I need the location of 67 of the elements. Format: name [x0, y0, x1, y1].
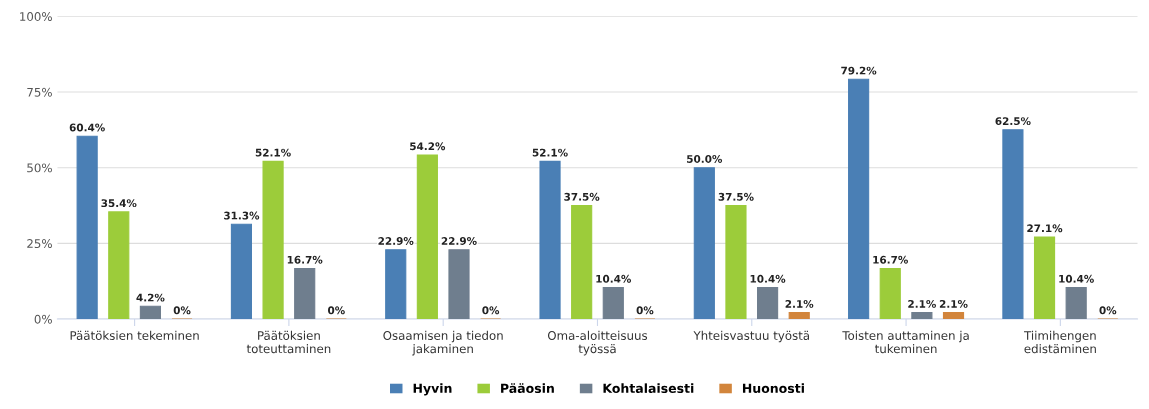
data-label: 16.7%	[287, 255, 323, 264]
bar	[911, 312, 933, 320]
bar	[1002, 129, 1024, 320]
bar	[879, 267, 901, 320]
data-label: 79.2%	[841, 66, 877, 75]
data-label: 10.4%	[596, 274, 632, 283]
x-tick-label: Toisten auttaminen ja tukeminen	[842, 330, 969, 354]
bar	[262, 160, 284, 320]
bar	[571, 204, 593, 320]
data-label: 2.1%	[785, 299, 814, 308]
bar	[1033, 236, 1056, 320]
data-label: 52.1%	[532, 148, 568, 157]
data-label: 31.3%	[224, 211, 260, 220]
x-tick-label: Tiimihengen edistäminen	[1024, 330, 1096, 354]
x-tick-label: Päätöksien tekeminen	[70, 330, 199, 340]
bar	[294, 267, 316, 320]
data-label: 37.5%	[718, 192, 754, 201]
data-label: 0%	[1099, 306, 1117, 315]
data-label: 10.4%	[750, 274, 786, 283]
data-label: 27.1%	[1027, 224, 1063, 233]
bar	[848, 78, 870, 320]
data-label: 2.1%	[939, 299, 968, 308]
bar	[76, 135, 98, 320]
y-tick-label: 25%	[27, 239, 52, 249]
legend-label: Pääosin	[501, 383, 554, 394]
data-label: 60.4%	[69, 123, 105, 132]
data-label: 0%	[482, 306, 500, 315]
y-tick-label: 100%	[20, 12, 52, 22]
data-label: 10.4%	[1059, 274, 1094, 283]
y-tick-label: 50%	[27, 163, 52, 173]
data-label: 0%	[327, 306, 345, 315]
data-label: 4.2%	[136, 293, 165, 302]
legend-label: Hyvin	[413, 383, 452, 396]
bar	[693, 167, 715, 320]
data-label: 0%	[173, 306, 191, 315]
legend-label: Huonosti	[742, 383, 804, 394]
bar	[725, 204, 747, 320]
bar	[230, 223, 253, 320]
x-tick-label: Yhteisvastuu työstä	[693, 330, 809, 343]
bar	[139, 305, 161, 320]
bar	[942, 312, 965, 320]
bar	[416, 154, 438, 320]
bar	[448, 249, 470, 320]
data-label: 35.4%	[101, 199, 137, 208]
data-label: 54.2%	[410, 142, 446, 151]
data-label: 62.5%	[995, 117, 1031, 126]
bar	[788, 312, 810, 320]
bar	[385, 249, 407, 320]
data-label: 22.9%	[441, 237, 477, 245]
bar	[539, 160, 561, 320]
bar	[1065, 286, 1087, 320]
data-label: 22.9%	[378, 237, 414, 245]
y-tick-label: 75%	[27, 87, 52, 97]
x-tick-label: Oma-aloitteisuus työssä	[547, 330, 648, 356]
bar	[108, 211, 130, 320]
bar	[602, 286, 624, 320]
data-label: 52.1%	[255, 148, 291, 157]
y-tick-label: 0%	[34, 314, 52, 324]
x-tick-label: Osaamisen ja tiedon jakaminen	[383, 330, 503, 356]
bar	[757, 286, 779, 320]
data-label: 37.5%	[564, 192, 600, 201]
legend-label: Kohtalaisesti	[603, 383, 694, 394]
data-label: 50.0%	[687, 155, 723, 163]
data-label: 16.7%	[873, 255, 908, 264]
data-label: 2.1%	[908, 299, 936, 308]
x-tick-label: Päätöksien toteuttaminen	[246, 330, 331, 354]
data-label: 0%	[636, 306, 654, 315]
